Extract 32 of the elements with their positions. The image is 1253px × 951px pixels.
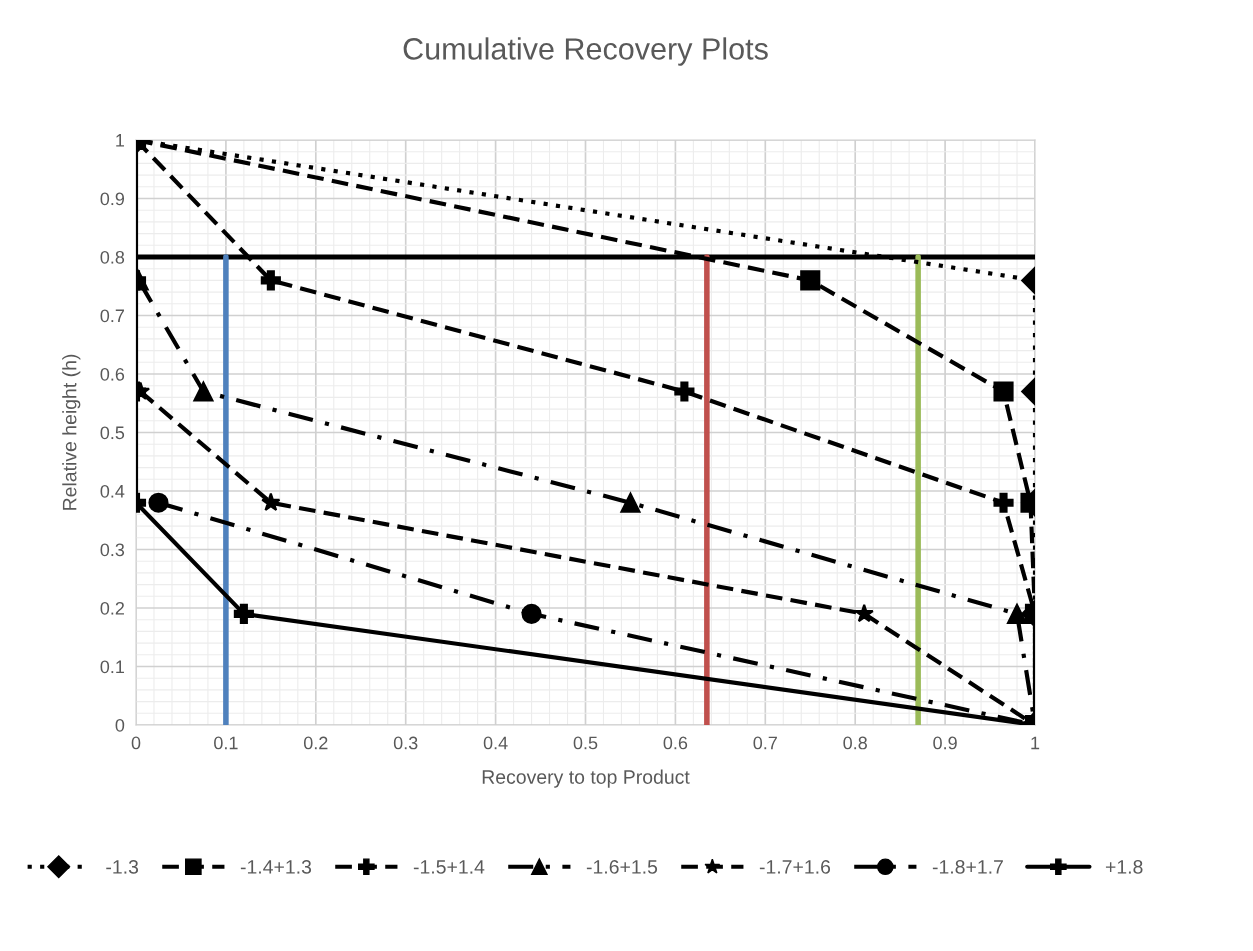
legend-label: -1.7+1.6 xyxy=(759,860,831,874)
y-tick-label: 0.5 xyxy=(100,426,125,440)
x-tick-label: 0.7 xyxy=(753,736,777,750)
x-tick-label: 0.8 xyxy=(843,736,867,750)
legend-label: -1.6+1.5 xyxy=(586,860,658,874)
x-tick-label: 1 xyxy=(1031,736,1040,750)
x-tick-label: 0.6 xyxy=(663,736,688,750)
legend-label: +1.8 xyxy=(1105,860,1143,874)
x-tick-label: 0.3 xyxy=(393,736,418,750)
legend-label: -1.4+1.3 xyxy=(240,860,312,874)
x-axis-title: Recovery to top Product xyxy=(482,769,690,788)
y-tick-label: 0.9 xyxy=(100,192,125,206)
x-tick-label: 0.9 xyxy=(933,736,957,750)
x-tick-label: 0.4 xyxy=(483,736,508,750)
x-tick-label: 0 xyxy=(131,736,141,750)
x-tick-label: 0.5 xyxy=(573,736,598,750)
y-tick-label: 0 xyxy=(115,718,125,732)
y-axis-title: Relative height (h) xyxy=(62,354,81,510)
y-tick-label: 0.7 xyxy=(100,309,124,323)
y-tick-label: 0.2 xyxy=(100,601,124,615)
x-tick-label: 0.1 xyxy=(214,736,238,750)
x-tick-label: 0.2 xyxy=(303,736,328,750)
legend-label: -1.5+1.4 xyxy=(413,860,485,874)
legend-label: -1.8+1.7 xyxy=(932,860,1003,874)
chart-title: Cumulative Recovery Plots xyxy=(403,37,768,66)
y-tick-label: 0.8 xyxy=(100,250,125,264)
y-tick-label: 0.1 xyxy=(100,660,125,674)
y-tick-label: 1 xyxy=(116,134,125,147)
legend-label: -1.3 xyxy=(106,860,139,874)
y-tick-label: 0.3 xyxy=(100,543,125,557)
y-tick-label: 0.6 xyxy=(100,367,125,381)
y-tick-label: 0.4 xyxy=(100,484,125,498)
